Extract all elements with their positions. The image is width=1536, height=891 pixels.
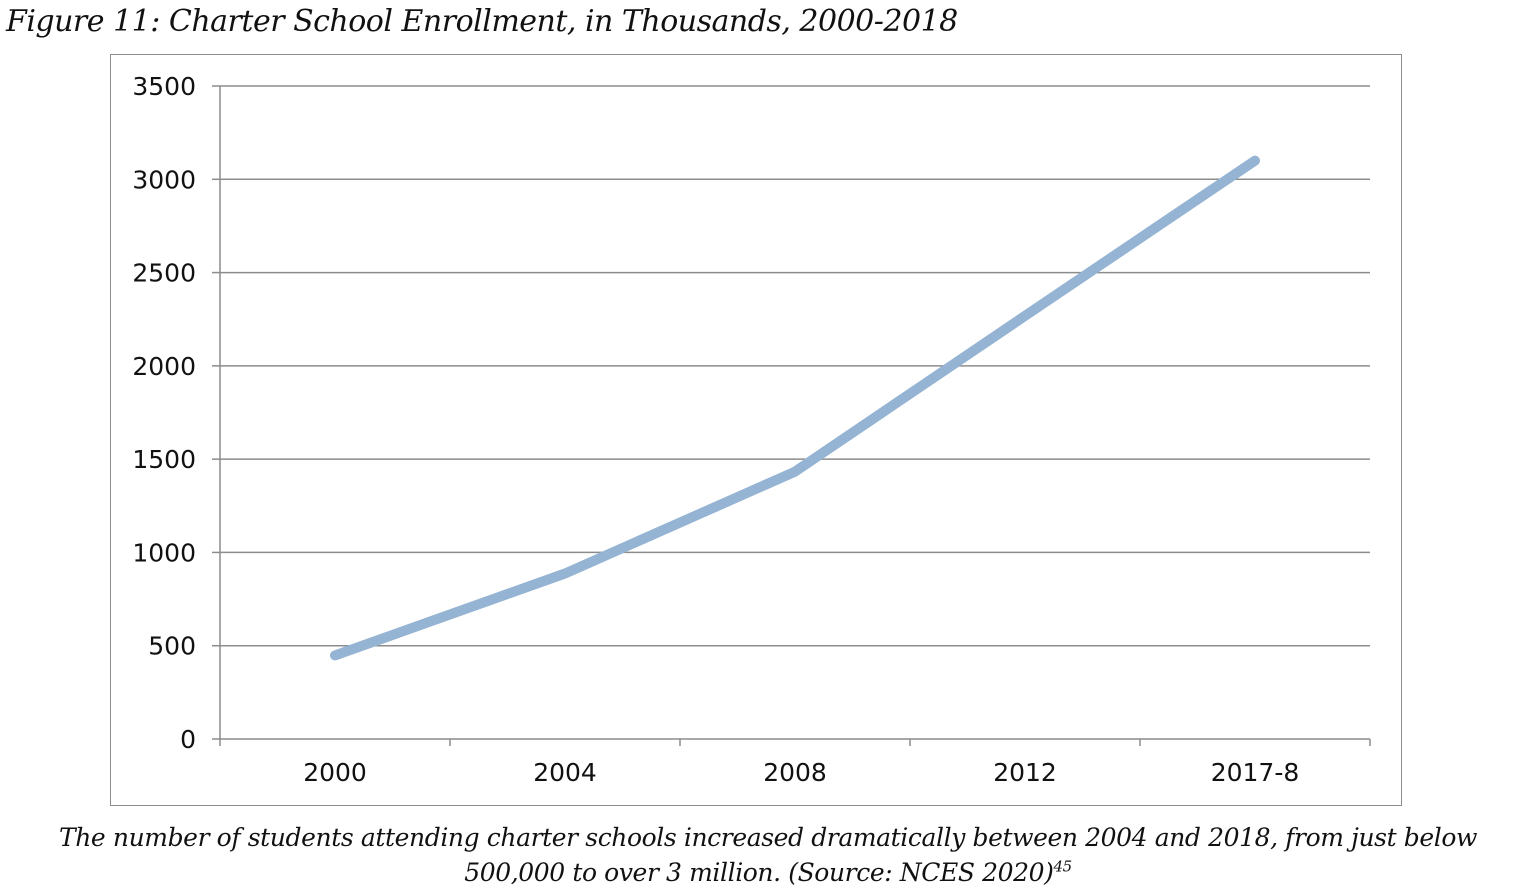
y-tick-labels: 0 500 1000 1500 2000 2500 3000 3500 xyxy=(132,72,196,754)
caption-line-2-text: 500,000 to over 3 million. (Source: NCES… xyxy=(464,858,1054,887)
gridlines xyxy=(212,85,1371,746)
caption-line-1: The number of students attending charter… xyxy=(58,823,1478,852)
y-tick-label: 3500 xyxy=(132,72,196,101)
x-tick-label: 2000 xyxy=(303,758,367,787)
figure-title: Figure 11: Charter School Enrollment, in… xyxy=(6,4,958,39)
y-tick-label: 500 xyxy=(148,632,196,661)
x-tick-label: 2012 xyxy=(993,758,1057,787)
caption-line-2: 500,000 to over 3 million. (Source: NCES… xyxy=(0,855,1536,890)
figure-caption: The number of students attending charter… xyxy=(0,820,1536,890)
series-layer xyxy=(330,155,1260,661)
x-tick-labels: 2000 2004 2008 2012 2017-8 xyxy=(303,758,1299,787)
x-tick-label: 2008 xyxy=(763,758,827,787)
y-tick-label: 1500 xyxy=(132,445,196,474)
y-tick-label: 1000 xyxy=(132,538,196,567)
y-tick-label: 3000 xyxy=(132,165,196,194)
series-line-0 xyxy=(330,155,1260,661)
x-tick-label: 2004 xyxy=(533,758,597,787)
x-tick-label: 2017-8 xyxy=(1211,758,1300,787)
y-tick-label: 2000 xyxy=(132,352,196,381)
y-tick-label: 0 xyxy=(180,725,196,754)
axes xyxy=(219,86,1370,740)
footnote-marker: 45 xyxy=(1053,857,1072,876)
y-tick-label: 2500 xyxy=(132,259,196,288)
